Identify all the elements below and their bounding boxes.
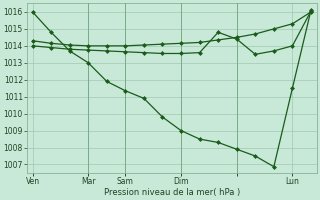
X-axis label: Pression niveau de la mer( hPa ): Pression niveau de la mer( hPa ) [104, 188, 240, 197]
